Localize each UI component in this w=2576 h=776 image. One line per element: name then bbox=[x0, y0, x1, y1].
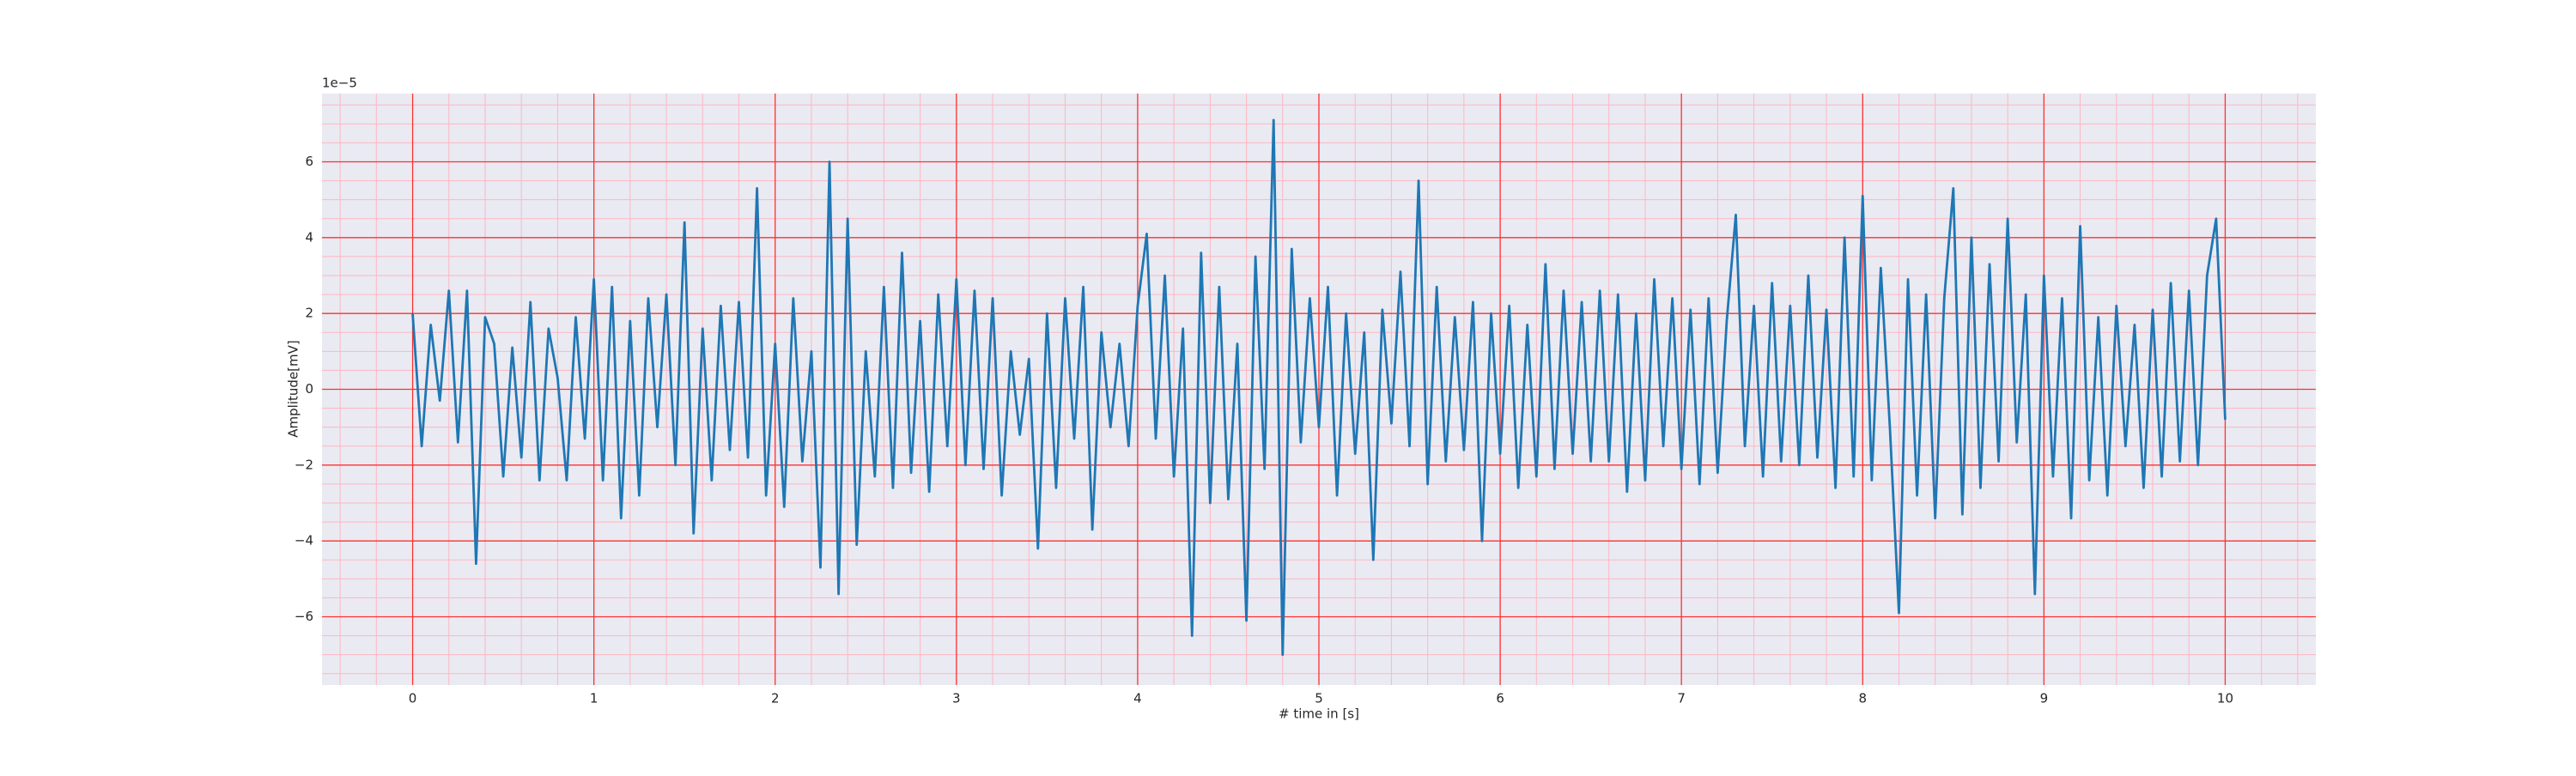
x-tick-label: 9 bbox=[2040, 691, 2049, 706]
y-tick-label: 6 bbox=[305, 154, 313, 169]
x-tick-label: 4 bbox=[1133, 691, 1142, 706]
y-tick-label: −2 bbox=[295, 457, 313, 472]
x-tick-label: 8 bbox=[1858, 691, 1867, 706]
x-tick-label: 10 bbox=[2217, 691, 2233, 706]
x-tick-label: 1 bbox=[590, 691, 598, 706]
x-tick-label: 2 bbox=[771, 691, 780, 706]
x-tick-label: 0 bbox=[409, 691, 417, 706]
x-tick-label: 5 bbox=[1315, 691, 1323, 706]
offset-text: 1e−5 bbox=[322, 76, 357, 91]
y-tick-label: −4 bbox=[295, 533, 313, 549]
x-axis-label: # time in [s] bbox=[1279, 706, 1359, 722]
y-axis-label: Amplitude[mV] bbox=[286, 340, 301, 437]
x-tick-label: 3 bbox=[952, 691, 961, 706]
y-tick-label: −6 bbox=[295, 609, 313, 624]
y-tick-label: 0 bbox=[305, 381, 313, 397]
signal-line bbox=[411, 118, 2227, 657]
y-tick-label: 4 bbox=[305, 229, 313, 245]
x-tick-label: 6 bbox=[1496, 691, 1504, 706]
x-tick-label: 7 bbox=[1677, 691, 1686, 706]
y-tick-label: 2 bbox=[305, 306, 313, 321]
